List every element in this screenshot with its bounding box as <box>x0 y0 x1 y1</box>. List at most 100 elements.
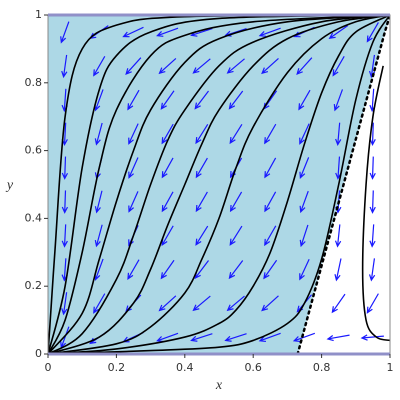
y-tick-label: 1 <box>35 8 42 21</box>
field-arrow <box>61 156 69 180</box>
field-arrow <box>195 225 209 246</box>
field-arrow <box>326 334 350 342</box>
field-arrow <box>195 157 208 179</box>
solution-curve <box>48 15 390 354</box>
x-tick-label: 1 <box>387 361 394 374</box>
solution-curve <box>48 15 390 354</box>
field-arrow <box>194 90 209 110</box>
field-arrow <box>161 191 174 213</box>
field-arrow <box>369 156 376 180</box>
field-arrow <box>94 190 103 214</box>
field-arrow <box>299 190 309 214</box>
solution-curve <box>48 15 390 354</box>
field-arrow <box>156 332 179 343</box>
field-arrow <box>94 122 103 146</box>
field-arrow <box>94 224 103 248</box>
field-arrow <box>61 224 68 248</box>
field-arrow <box>369 122 376 147</box>
solution-curve <box>48 15 390 354</box>
field-arrow <box>292 332 316 343</box>
field-arrow <box>226 58 245 74</box>
x-tick-label: 0.8 <box>313 361 331 374</box>
field-arrow <box>334 224 342 248</box>
field-arrow <box>366 22 379 43</box>
field-arrow <box>127 259 140 280</box>
field-arrow <box>258 332 281 343</box>
field-arrow <box>128 157 139 179</box>
field-arrow <box>261 295 279 312</box>
field-arrow <box>190 333 213 342</box>
boundary <box>296 15 390 354</box>
field-arrow <box>263 259 278 280</box>
field-arrow <box>158 295 177 312</box>
field-arrow <box>360 334 384 341</box>
solution-curve <box>48 15 390 354</box>
y-tick-label: 0.8 <box>25 76 43 89</box>
field-arrow <box>224 333 247 342</box>
field-arrow <box>60 21 70 44</box>
field-arrow <box>128 123 139 145</box>
field-arrow <box>369 224 376 248</box>
x-tick-label: 0.4 <box>176 361 194 374</box>
field-arrow <box>264 225 277 247</box>
field-arrow <box>264 191 277 213</box>
field-arrow <box>229 191 243 213</box>
field-arrow <box>366 293 379 314</box>
y-tick-label: 0.4 <box>25 211 43 224</box>
field-arrow <box>228 90 244 110</box>
field-arrow <box>61 54 68 79</box>
solution-curve <box>361 65 390 342</box>
field-arrow <box>328 25 349 40</box>
field-arrow <box>122 26 144 38</box>
field-arrow <box>192 58 211 74</box>
y-tick-label: 0.2 <box>25 279 43 292</box>
solution-curve <box>48 15 390 354</box>
field-arrow <box>158 58 177 75</box>
field-arrow <box>192 295 211 312</box>
field-arrow <box>261 58 279 75</box>
y-tick-label: 0.6 <box>25 144 43 157</box>
field-arrow <box>229 124 243 145</box>
field-arrow <box>61 292 68 316</box>
field-arrow <box>195 191 208 213</box>
field-arrow <box>125 57 142 76</box>
field-arrow <box>333 89 344 112</box>
field-arrow <box>332 56 345 77</box>
field-arrow <box>264 123 277 145</box>
field-arrow <box>160 90 175 110</box>
field-arrow <box>299 123 310 145</box>
y-tick-label: 0 <box>35 347 42 360</box>
field-arrow <box>369 190 376 214</box>
field-arrow <box>128 191 139 213</box>
field-arrow <box>335 122 342 146</box>
field-arrow <box>299 259 310 281</box>
field-arrow <box>258 27 281 37</box>
field-arrow <box>229 225 243 246</box>
field-arrow <box>226 295 245 312</box>
field-arrow <box>127 89 140 111</box>
field-arrow <box>298 89 311 111</box>
x-tick-label: 0 <box>45 361 52 374</box>
solution-curve <box>48 15 390 354</box>
field-arrow <box>161 123 174 145</box>
plot-area <box>48 15 390 354</box>
field-arrow <box>299 157 310 180</box>
field-arrow <box>368 258 376 282</box>
x-tick-label: 0.2 <box>108 361 126 374</box>
solution-curve <box>48 15 390 354</box>
field-arrow <box>299 224 309 248</box>
field-arrow <box>334 258 342 282</box>
field-arrow <box>160 259 175 280</box>
field-arrow <box>161 157 174 179</box>
field-arrow <box>93 293 106 314</box>
y-axis-label: y <box>5 178 14 193</box>
field-arrow <box>61 190 69 214</box>
x-tick-label: 0.6 <box>244 361 262 374</box>
field-arrow <box>264 157 277 179</box>
field-arrow <box>93 56 106 77</box>
field-arrow <box>156 27 179 37</box>
field-arrow <box>228 260 244 280</box>
field-arrow <box>331 293 346 314</box>
